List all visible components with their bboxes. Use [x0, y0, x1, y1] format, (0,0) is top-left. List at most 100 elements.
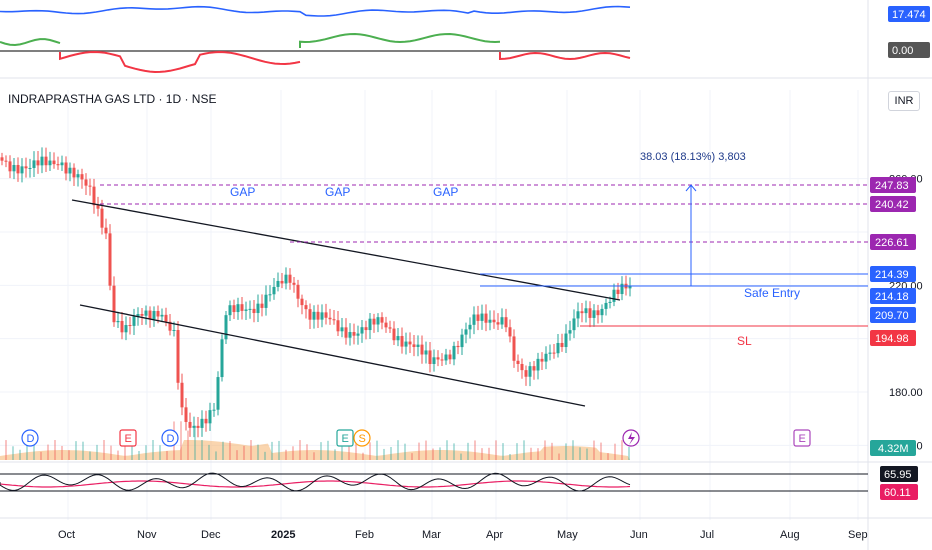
candle [428, 350, 432, 364]
candle [168, 321, 172, 331]
candle [188, 421, 192, 428]
candle [324, 312, 328, 318]
candle [468, 324, 472, 330]
candle [20, 166, 24, 174]
candle [140, 314, 144, 316]
candle [484, 313, 488, 323]
time-axis-label: Mar [422, 529, 441, 541]
stop-loss-label: SL [737, 334, 752, 348]
candle [372, 318, 376, 325]
candle [616, 289, 620, 295]
candle [24, 166, 28, 169]
candle [128, 325, 132, 327]
candle [388, 327, 392, 329]
candle [444, 354, 448, 361]
candle [600, 308, 604, 316]
time-axis-label: Feb [355, 529, 374, 541]
channel-lower-line[interactable] [79, 304, 586, 407]
volume-badge-text: 4.32M [878, 443, 909, 455]
candle [280, 280, 284, 284]
price-badge [870, 266, 916, 282]
event-marker[interactable] [336, 429, 354, 447]
candle [544, 353, 548, 362]
candle [432, 357, 436, 364]
candle [320, 312, 324, 320]
candle [244, 309, 248, 311]
event-marker-letter: E [125, 433, 132, 445]
event-marker[interactable] [793, 429, 811, 447]
candle [316, 311, 320, 320]
candle [200, 418, 204, 428]
indicator-green-line [299, 32, 501, 48]
candle [608, 301, 612, 303]
candle [424, 350, 428, 355]
candle [236, 304, 240, 313]
candle [448, 354, 452, 360]
candle [164, 314, 168, 322]
rsi-ma-line [0, 480, 631, 488]
symbol-title: INDRAPRASTHA GAS LTD · 1D · NSE [8, 92, 217, 106]
candle [268, 294, 272, 296]
event-marker[interactable] [21, 429, 39, 447]
indicator-blue-line [0, 5, 631, 17]
candle [500, 317, 504, 325]
candle [4, 160, 8, 162]
candle [132, 316, 136, 326]
event-marker-letter: D [167, 433, 175, 445]
candle [360, 327, 364, 334]
candle [476, 314, 480, 321]
candle [396, 336, 400, 341]
candle [456, 345, 460, 348]
candle [296, 284, 300, 299]
candle [308, 309, 312, 320]
candle [464, 329, 468, 335]
candle [588, 308, 592, 318]
candle [156, 310, 160, 317]
candle [304, 305, 308, 310]
candle [580, 311, 584, 314]
event-marker[interactable] [119, 429, 137, 447]
candle [12, 164, 16, 172]
channel-upper-line[interactable] [71, 199, 621, 301]
candle [108, 233, 112, 286]
candle [256, 303, 260, 314]
candle [416, 344, 420, 347]
event-marker[interactable] [353, 429, 371, 447]
currency-button[interactable]: INR [888, 91, 920, 111]
candle [272, 286, 276, 295]
candle [120, 320, 124, 333]
price-badge [870, 234, 916, 250]
price-badge-text: 214.18 [875, 291, 909, 303]
event-marker[interactable] [161, 429, 179, 447]
candle [40, 156, 44, 166]
candle [336, 320, 340, 332]
candle [192, 425, 196, 428]
time-axis-label: Jun [630, 529, 648, 541]
candle [408, 341, 412, 345]
candle [36, 160, 40, 166]
candle [152, 310, 156, 320]
candle [208, 410, 212, 424]
candle [48, 160, 52, 166]
candle [348, 332, 352, 338]
time-axis-label: 2025 [271, 529, 295, 541]
candle [176, 329, 180, 383]
candle [492, 319, 496, 323]
candle [572, 318, 576, 331]
candle [56, 164, 60, 166]
candle [332, 319, 336, 321]
candle [504, 317, 508, 328]
candle [232, 305, 236, 313]
candle [596, 310, 600, 316]
candle [0, 157, 4, 161]
candle [112, 285, 116, 323]
candle [352, 332, 356, 336]
candle [592, 310, 596, 318]
candle [44, 156, 48, 166]
candle [224, 315, 228, 340]
price-axis-label: 180.00 [889, 387, 923, 399]
candle [100, 208, 104, 228]
candle [524, 370, 528, 377]
volume-badge [870, 440, 916, 456]
